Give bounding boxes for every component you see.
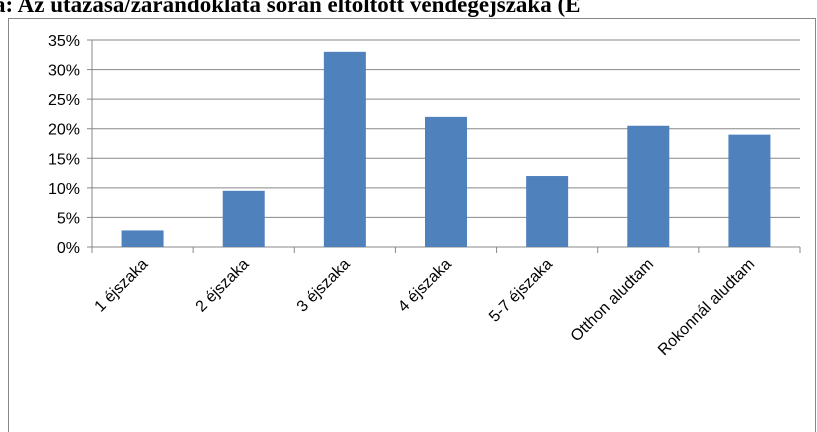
y-tick-label: 5% (57, 210, 80, 227)
y-tick-label: 0% (57, 240, 80, 257)
y-tick-label: 30% (48, 63, 80, 80)
y-tick-label: 20% (48, 122, 80, 139)
y-tick-label: 35% (48, 33, 80, 50)
chart-title: a: Az utazása/zarándoklata során eltöltö… (0, 0, 580, 17)
bar (323, 51, 366, 248)
y-tick-label: 25% (48, 92, 80, 109)
y-tick-label: 10% (48, 181, 80, 198)
bar (728, 134, 771, 247)
bar (121, 230, 164, 247)
bar (222, 190, 265, 247)
y-tick-label: 15% (48, 151, 80, 168)
bar (627, 125, 670, 247)
bar (526, 176, 569, 247)
chart-frame (8, 18, 816, 432)
bar (425, 116, 467, 247)
